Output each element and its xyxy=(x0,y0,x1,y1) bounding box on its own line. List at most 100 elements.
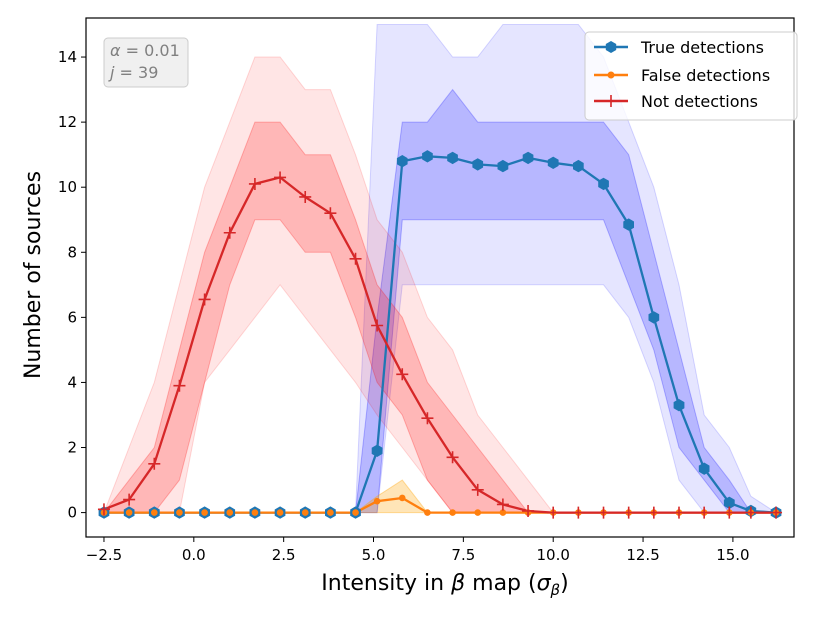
data-point-not-detections-1 xyxy=(123,493,136,506)
data-point-true-detections-17 xyxy=(522,151,534,165)
legend-entry-false-detections: False detections xyxy=(594,66,770,85)
legend-marker-dot-icon xyxy=(607,71,615,79)
x-tick-label-5: 10.0 xyxy=(537,546,570,564)
x-axis-label: Intensity in β map (σβ) xyxy=(321,571,568,599)
data-point-true-detections-21 xyxy=(623,218,634,231)
data-point-not-detections-16 xyxy=(496,498,509,511)
data-point-not-detections-25 xyxy=(723,506,736,519)
legend-label-true: True detections xyxy=(640,38,764,57)
data-point-false-detections-9 xyxy=(327,509,334,516)
data-point-true-detections-23 xyxy=(673,399,685,412)
data-point-false-detections-15 xyxy=(474,509,482,516)
data-point-true-detections-16 xyxy=(497,159,509,173)
band-inner-not-detections xyxy=(102,121,776,514)
data-point-true-detections-18 xyxy=(547,156,559,169)
data-point-false-detections-13 xyxy=(424,509,431,516)
data-point-not-detections-0 xyxy=(97,503,110,516)
legend-label-false: False detections xyxy=(641,66,770,85)
data-point-not-detections-2 xyxy=(148,457,161,470)
data-point-false-detections-2 xyxy=(150,509,158,516)
data-point-true-detections-22 xyxy=(648,311,660,324)
x-tick-label-4: 7.5 xyxy=(451,546,475,564)
data-point-true-detections-25 xyxy=(723,496,735,509)
data-point-false-detections-1 xyxy=(125,509,133,516)
data-point-false-detections-7 xyxy=(276,509,284,516)
x-tick-label-7: 15.0 xyxy=(716,546,749,564)
data-point-false-detections-4 xyxy=(201,509,208,516)
data-point-false-detections-8 xyxy=(301,509,309,516)
data-point-not-detections-11 xyxy=(371,319,384,332)
data-point-not-detections-8 xyxy=(299,190,312,203)
data-point-true-detections-14 xyxy=(447,151,458,165)
data-point-false-detections-6 xyxy=(251,509,259,516)
legend-frame xyxy=(584,31,798,121)
axis-ticks xyxy=(81,56,734,542)
data-point-false-detections-12 xyxy=(398,494,406,502)
series-line-not-detections xyxy=(103,176,776,514)
data-point-not-detections-9 xyxy=(324,207,337,220)
data-point-true-detections-20 xyxy=(598,177,609,191)
data-point-not-detections-18 xyxy=(547,506,560,519)
data-point-false-detections-16 xyxy=(499,509,507,516)
y-tick-label-7: 14 xyxy=(58,48,77,66)
annotation-j: j = 39 xyxy=(108,63,158,82)
data-point-not-detections-27 xyxy=(770,506,783,519)
data-point-not-detections-15 xyxy=(471,483,484,496)
annotation-box: α = 0.01 j = 39 xyxy=(103,37,189,88)
legend-marker-hexagon-icon xyxy=(605,41,617,53)
legend-label-not: Not detections xyxy=(641,92,758,111)
data-point-false-detections-14 xyxy=(449,509,456,516)
y-tick-label-2: 4 xyxy=(67,373,77,391)
legend-entry-true-detections: True detections xyxy=(594,38,764,57)
data-point-not-detections-26 xyxy=(744,506,757,519)
y-tick-label-5: 10 xyxy=(58,178,77,196)
y-tick-label-4: 8 xyxy=(67,243,77,261)
data-point-not-detections-20 xyxy=(597,506,610,519)
data-point-not-detections-10 xyxy=(349,252,362,265)
data-point-true-detections-12 xyxy=(396,155,408,168)
data-point-not-detections-5 xyxy=(223,226,236,239)
data-point-not-detections-7 xyxy=(274,171,287,184)
x-tick-label-6: 12.5 xyxy=(626,546,659,564)
series-markers xyxy=(97,150,783,519)
y-tick-label-6: 12 xyxy=(58,113,77,131)
data-point-not-detections-23 xyxy=(672,506,685,519)
plot-frame xyxy=(85,17,795,538)
data-point-not-detections-14 xyxy=(446,451,459,464)
data-point-not-detections-17 xyxy=(522,504,535,517)
y-tick-label-1: 2 xyxy=(67,439,77,457)
x-tick-label-0: −2.5 xyxy=(86,546,122,564)
legend-marker-plus-icon xyxy=(605,95,617,107)
y-tick-label-0: 0 xyxy=(67,504,77,522)
data-point-not-detections-22 xyxy=(647,506,660,519)
data-point-not-detections-12 xyxy=(396,368,409,381)
series-lines xyxy=(103,155,777,514)
data-point-not-detections-3 xyxy=(173,379,186,392)
data-point-false-detections-3 xyxy=(176,509,183,516)
x-tick-label-3: 5.0 xyxy=(362,546,386,564)
x-tick-label-1: 0.0 xyxy=(182,546,206,564)
data-point-true-detections-19 xyxy=(573,159,584,173)
data-point-not-detections-6 xyxy=(248,177,261,190)
legend-entry-not-detections: Not detections xyxy=(594,92,758,111)
legend: True detections False detections Not det… xyxy=(584,31,798,121)
data-point-true-detections-11 xyxy=(371,444,383,457)
data-point-not-detections-19 xyxy=(572,506,585,519)
y-axis-label: Number of sources xyxy=(21,171,46,379)
band-outer-not-detections xyxy=(103,56,776,514)
data-point-not-detections-21 xyxy=(622,506,635,519)
annotation-background xyxy=(103,37,189,88)
data-point-not-detections-4 xyxy=(198,293,211,306)
data-point-false-detections-11 xyxy=(373,497,381,505)
data-point-not-detections-24 xyxy=(698,506,711,519)
y-tick-label-3: 6 xyxy=(67,308,77,326)
tick-labels: −2.5 0.0 2.5 5.0 7.5 10.0 12.5 15.0 0 2 4 6 8 10 12 14 xyxy=(58,48,750,564)
data-point-true-detections-24 xyxy=(698,462,710,475)
data-point-true-detections-15 xyxy=(472,158,484,171)
data-point-false-detections-10 xyxy=(352,509,359,516)
x-tick-label-2: 2.5 xyxy=(272,546,296,564)
data-point-not-detections-13 xyxy=(421,412,434,425)
data-point-false-detections-5 xyxy=(226,509,234,516)
